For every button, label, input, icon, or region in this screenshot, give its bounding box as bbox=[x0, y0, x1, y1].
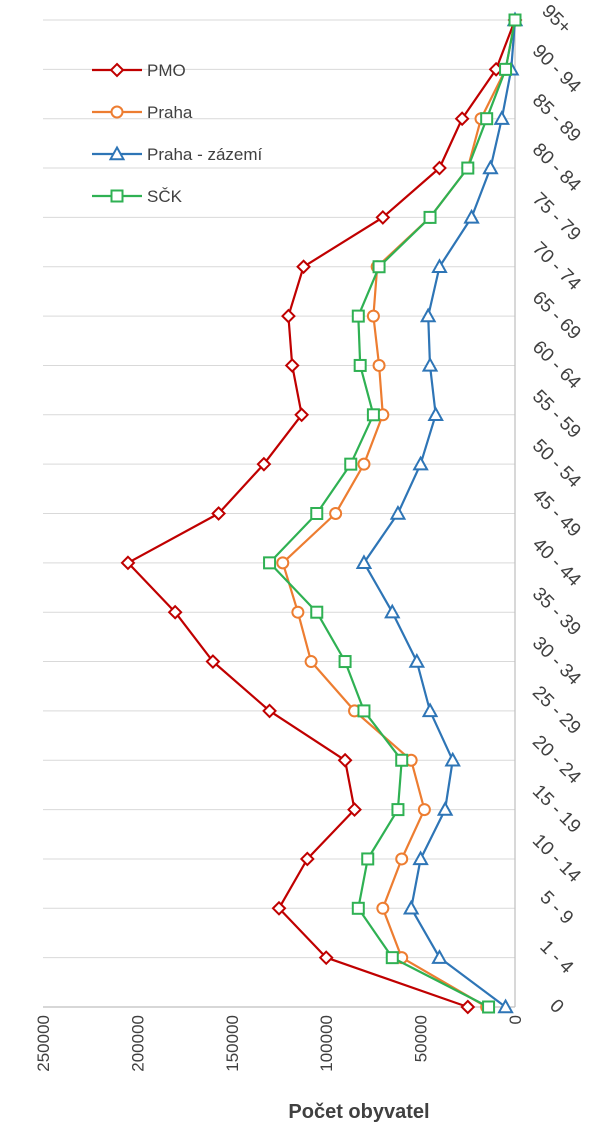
data-point bbox=[372, 358, 386, 372]
value-tick-label: 250000 bbox=[34, 1015, 53, 1072]
data-point bbox=[431, 949, 448, 964]
data-point bbox=[357, 704, 371, 718]
data-point bbox=[361, 852, 375, 866]
data-point bbox=[508, 13, 522, 27]
legend-item: Praha bbox=[92, 103, 193, 122]
data-point bbox=[262, 703, 277, 719]
data-point bbox=[263, 556, 277, 570]
series-2 bbox=[355, 11, 524, 1014]
data-point bbox=[276, 556, 290, 570]
data-point bbox=[329, 507, 343, 520]
data-point bbox=[417, 803, 431, 817]
data-point bbox=[376, 901, 390, 915]
legend-marker bbox=[108, 145, 126, 161]
data-point bbox=[344, 457, 358, 471]
data-point bbox=[402, 899, 420, 915]
data-point bbox=[395, 852, 409, 866]
value-tick-label: 0 bbox=[506, 1015, 525, 1024]
data-point bbox=[412, 850, 429, 866]
data-point bbox=[351, 309, 365, 323]
value-tick-label: 200000 bbox=[128, 1015, 147, 1072]
data-point bbox=[353, 358, 367, 372]
data-point bbox=[482, 159, 499, 175]
data-point bbox=[391, 803, 405, 817]
data-point bbox=[294, 407, 310, 423]
data-point bbox=[372, 260, 386, 274]
data-point bbox=[431, 258, 448, 273]
data-point bbox=[338, 655, 352, 669]
data-point bbox=[284, 358, 300, 373]
data-point bbox=[463, 208, 480, 224]
data-point bbox=[310, 605, 324, 619]
data-point bbox=[211, 506, 226, 521]
data-point bbox=[351, 901, 365, 915]
data-point bbox=[427, 406, 444, 421]
data-point bbox=[337, 752, 353, 768]
data-point bbox=[120, 555, 136, 571]
data-point bbox=[482, 1000, 496, 1014]
data-point bbox=[366, 309, 380, 323]
legend-label: Praha bbox=[147, 103, 193, 122]
data-point bbox=[281, 308, 296, 324]
data-point bbox=[310, 507, 324, 520]
data-point bbox=[385, 951, 399, 965]
data-point bbox=[389, 504, 407, 520]
data-point bbox=[256, 456, 272, 472]
data-point bbox=[375, 209, 391, 225]
data-point bbox=[318, 950, 334, 966]
data-point bbox=[304, 655, 318, 669]
value-tick-label: 150000 bbox=[223, 1015, 242, 1072]
data-point bbox=[366, 408, 380, 422]
data-point bbox=[412, 455, 429, 471]
data-point bbox=[296, 259, 311, 275]
data-point bbox=[291, 605, 305, 619]
data-point bbox=[167, 604, 183, 620]
series-3 bbox=[263, 13, 522, 1014]
data-point bbox=[395, 753, 409, 767]
data-point bbox=[421, 702, 439, 718]
legend-item: SČK bbox=[92, 187, 183, 206]
data-point bbox=[432, 160, 447, 176]
value-tick-label: 50000 bbox=[412, 1015, 431, 1062]
legend-label: PMO bbox=[147, 61, 186, 80]
data-point bbox=[205, 654, 221, 669]
legend-marker bbox=[109, 62, 125, 78]
series-group bbox=[120, 11, 524, 1015]
data-point bbox=[436, 801, 454, 816]
value-axis-title: Počet obyvatel bbox=[288, 1101, 429, 1123]
series-0 bbox=[120, 12, 523, 1015]
legend-label: SČK bbox=[147, 187, 183, 206]
data-point bbox=[299, 851, 315, 867]
value-axis-labels: 0 50000 100000 150000 200000 250000 bbox=[34, 1015, 525, 1072]
legend: PMO Praha Praha - zázemí SČK bbox=[92, 61, 263, 206]
data-point bbox=[444, 751, 461, 767]
legend-item: PMO bbox=[92, 61, 186, 80]
legend-marker bbox=[110, 189, 124, 203]
data-point bbox=[423, 210, 437, 224]
legend-item: Praha - zázemí bbox=[92, 145, 263, 164]
legend-marker bbox=[110, 105, 124, 119]
data-point bbox=[461, 161, 475, 175]
data-point bbox=[460, 999, 476, 1015]
data-point bbox=[493, 110, 510, 125]
data-point bbox=[497, 998, 514, 1014]
data-point bbox=[347, 802, 362, 818]
data-point bbox=[357, 457, 371, 471]
data-point bbox=[454, 111, 470, 127]
data-point bbox=[271, 900, 287, 916]
data-point bbox=[499, 62, 513, 76]
data-point bbox=[421, 356, 439, 372]
axes bbox=[43, 14, 516, 1008]
value-tick-label: 100000 bbox=[317, 1015, 336, 1072]
data-point bbox=[408, 652, 426, 668]
data-point bbox=[355, 554, 373, 570]
legend-label: Praha - zázemí bbox=[147, 145, 263, 164]
data-point bbox=[419, 307, 437, 323]
data-point bbox=[480, 112, 494, 126]
data-point bbox=[384, 603, 401, 619]
